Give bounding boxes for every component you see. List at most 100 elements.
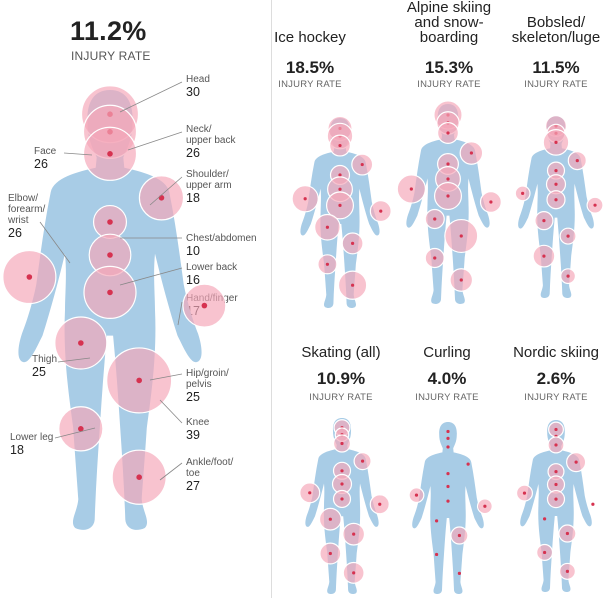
curling-dot-hand xyxy=(483,504,487,508)
main-dot-lowback xyxy=(107,252,113,258)
sport-rate-skating: 10.9% xyxy=(316,369,366,388)
skating-dot-ankle xyxy=(352,571,356,575)
leader-line xyxy=(119,267,183,286)
sport-name-skating: Skating (all) xyxy=(301,344,381,361)
nordic-dot-lowback xyxy=(554,482,558,487)
ice-hockey-dot-knee xyxy=(350,241,355,245)
leader-line xyxy=(159,399,183,424)
curling-dot-neck xyxy=(446,445,450,449)
sport-rate-caption-curling: INJURY RATE xyxy=(415,392,479,403)
alpine-dot-hand xyxy=(489,200,493,204)
leader-line xyxy=(57,357,91,363)
ice-hockey-dot-lowback xyxy=(338,187,342,191)
alpine-dot-knee xyxy=(459,234,463,238)
skating-figure xyxy=(299,418,390,594)
sport-name-nordic: Nordic skiing xyxy=(513,344,599,361)
ice-hockey-dot-elbow xyxy=(303,197,307,201)
skating-dot-elbow xyxy=(308,491,312,495)
label-face: Face 26 xyxy=(34,146,57,171)
bobsled-dot-hand xyxy=(593,203,597,207)
leader-line xyxy=(149,373,183,381)
skating-dot-shoulder xyxy=(360,459,365,463)
skating-dot-thigh xyxy=(328,517,332,521)
nordic-dot-hand xyxy=(591,502,595,506)
main-dot-thigh xyxy=(78,340,84,346)
ice-hockey-dot-hand xyxy=(379,209,383,213)
sport-rate-bobsled: 11.5% xyxy=(532,58,580,77)
alpine-dot-lowerleg xyxy=(433,256,437,260)
curling-dot-thigh xyxy=(434,519,439,523)
sport-rate-curling: 4.0% xyxy=(427,369,467,388)
main-dot-shoulder xyxy=(158,195,165,201)
main-dot-chest xyxy=(107,219,113,225)
bobsled-dot-ankle xyxy=(566,274,570,278)
alpine-dot-ankle xyxy=(459,278,463,282)
nordic-dot-head xyxy=(554,427,558,432)
curling-dot-lowerleg xyxy=(434,552,439,557)
leader-line xyxy=(159,462,183,481)
leader-line xyxy=(54,427,96,439)
ice-hockey-dot-neck xyxy=(338,143,342,148)
label-chest: Chest/abdomen 10 xyxy=(186,233,257,258)
leader-line xyxy=(177,301,183,326)
sport-rate-caption-alpine: INJURY RATE xyxy=(417,79,481,90)
curling-dot-chest xyxy=(446,472,450,476)
bobsled-dot-elbow xyxy=(521,191,525,195)
curling-dot-shoulder xyxy=(466,462,470,466)
sport-name-curling: Curling xyxy=(423,344,471,361)
ice-hockey-figure xyxy=(291,115,392,308)
skating-dot-knee xyxy=(352,532,356,536)
alpine-figure xyxy=(396,100,502,304)
ice-hockey-dot-chest xyxy=(338,173,342,177)
skating-dot-hip xyxy=(340,497,344,501)
ice-hockey-dot-lowerleg xyxy=(325,262,330,266)
curling-dot-elbow xyxy=(414,493,419,497)
ice-hockey-dot-thigh xyxy=(325,225,330,229)
bobsled-figure xyxy=(514,115,604,298)
sport-rate-caption-bobsled: INJURY RATE xyxy=(524,79,588,90)
curling-dot-hip xyxy=(446,499,450,503)
ice-hockey-dot-ankle xyxy=(350,283,355,287)
bobsled-dot-chest xyxy=(554,169,558,173)
nordic-dot-neck xyxy=(554,443,558,447)
skating-dot-lowerleg xyxy=(328,551,332,556)
nordic-dot-knee xyxy=(565,531,570,536)
main-figure xyxy=(2,85,227,530)
label-head: Head 30 xyxy=(186,74,210,99)
nordic-dot-thigh xyxy=(542,517,547,521)
nordic-dot-lowerleg xyxy=(542,550,547,555)
skating-dot-hand xyxy=(378,502,382,506)
curling-dot-head xyxy=(446,429,450,434)
overall-injury-rate-caption: INJURY RATE xyxy=(71,49,151,63)
label-lowback: Lower back 16 xyxy=(186,262,238,287)
label-knee: Knee 39 xyxy=(186,417,210,442)
curling-dot-lowback xyxy=(446,484,450,489)
overall-injury-rate: 11.2% xyxy=(70,16,147,46)
skating-dot-lowback xyxy=(340,482,344,486)
curling-dot-ankle xyxy=(457,571,462,575)
panel-divider xyxy=(271,0,272,598)
alpine-dot-thigh xyxy=(433,217,437,221)
sport-rate-caption-skating: INJURY RATE xyxy=(309,392,373,403)
nordic-dot-hip xyxy=(554,497,558,501)
bobsled-dot-hip xyxy=(554,198,558,202)
label-ankle: Ankle/foot/toe 27 xyxy=(186,457,234,493)
sport-name-alpine: Alpine skiing and snow-boarding xyxy=(406,0,492,46)
sport-name-bobsled: Bobsled/skeleton/luge xyxy=(511,14,601,46)
curling-dot-knee xyxy=(457,533,462,538)
bobsled-dot-lowback xyxy=(554,182,558,186)
alpine-dot-lowback xyxy=(446,177,450,181)
main-dot-hip xyxy=(107,289,113,296)
alpine-dot-neck xyxy=(446,131,450,135)
sport-rate-nordic: 2.6% xyxy=(536,369,576,388)
main-dot-ankle xyxy=(136,474,142,481)
leader-line xyxy=(39,221,71,264)
skating-dot-neck xyxy=(340,441,344,446)
alpine-dot-elbow xyxy=(409,187,413,191)
nordic-dot-chest xyxy=(554,470,558,474)
alpine-dot-shoulder xyxy=(469,151,473,155)
main-dot-elbow xyxy=(26,274,33,280)
main-dot-knee xyxy=(136,377,142,384)
